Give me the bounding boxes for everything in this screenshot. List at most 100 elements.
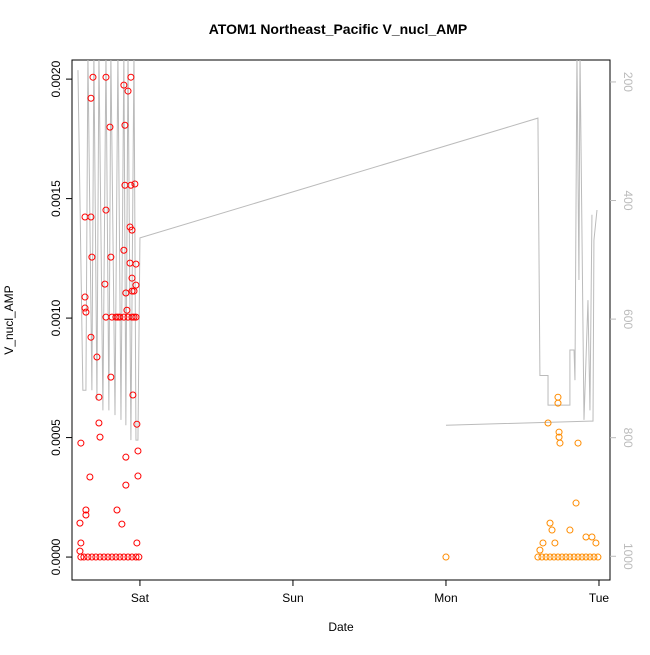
data-point <box>122 453 130 461</box>
data-point <box>592 539 600 547</box>
data-point <box>123 306 131 314</box>
data-point <box>128 553 136 561</box>
data-point <box>108 313 116 321</box>
data-point <box>542 553 550 561</box>
data-point <box>590 553 598 561</box>
data-point <box>87 333 95 341</box>
data-point <box>127 181 135 189</box>
data-point <box>574 553 582 561</box>
pressure-line <box>77 60 598 441</box>
data-point <box>566 526 574 534</box>
data-point <box>89 73 97 81</box>
data-point <box>104 553 112 561</box>
data-point <box>128 274 136 282</box>
data-point <box>134 472 142 480</box>
data-point <box>546 519 554 527</box>
data-point <box>588 533 596 541</box>
data-point <box>107 373 115 381</box>
data-point <box>88 553 96 561</box>
data-point <box>586 553 594 561</box>
data-point <box>546 553 554 561</box>
data-point <box>108 553 116 561</box>
data-point <box>100 553 108 561</box>
data-point <box>555 428 563 436</box>
data-point <box>131 180 139 188</box>
y-axis-label: V_nucl_AMP <box>2 285 16 354</box>
data-point <box>76 547 84 555</box>
data-point <box>554 399 562 407</box>
y-tick-label: 0.0020 <box>49 60 63 97</box>
data-point <box>594 553 602 561</box>
data-point <box>121 121 129 129</box>
data-point <box>534 553 542 561</box>
y-tick-label: 0.0010 <box>49 299 63 336</box>
data-point <box>81 304 89 312</box>
data-point <box>554 393 562 401</box>
data-point <box>574 439 582 447</box>
data-point <box>127 73 135 81</box>
data-point <box>124 87 132 95</box>
data-point <box>92 553 100 561</box>
y2-tick-label: 400 <box>621 191 635 211</box>
data-point <box>95 393 103 401</box>
data-point <box>578 553 586 561</box>
data-point <box>562 553 570 561</box>
data-point <box>95 419 103 427</box>
data-point <box>101 280 109 288</box>
y-tick-label: 0.0000 <box>49 538 63 575</box>
data-point <box>539 539 547 547</box>
data-point <box>582 553 590 561</box>
data-point <box>558 553 566 561</box>
data-point <box>120 81 128 89</box>
data-point <box>548 526 556 534</box>
x-axis-label: Date <box>328 620 354 634</box>
y2-tick-label: 1000 <box>621 543 635 570</box>
data-point <box>134 447 142 455</box>
y-tick-label: 0.0015 <box>49 180 63 217</box>
data-point <box>120 553 128 561</box>
x-tick-label: Sun <box>282 591 303 605</box>
data-point <box>133 420 141 428</box>
data-point <box>129 391 137 399</box>
data-point <box>96 433 104 441</box>
plot-area <box>76 60 602 561</box>
data-point <box>102 206 110 214</box>
data-point <box>442 553 450 561</box>
data-point <box>116 553 124 561</box>
data-point <box>106 123 114 131</box>
data-point <box>112 313 120 321</box>
data-point <box>132 260 140 268</box>
data-point <box>132 313 140 321</box>
data-point <box>544 419 552 427</box>
data-point <box>113 506 121 514</box>
data-point <box>556 439 564 447</box>
data-point <box>86 473 94 481</box>
data-point <box>102 73 110 81</box>
data-point <box>87 213 95 221</box>
data-point <box>128 313 136 321</box>
data-point <box>122 289 130 297</box>
y2-tick-label: 200 <box>621 72 635 92</box>
data-point <box>135 553 143 561</box>
data-point <box>122 481 130 489</box>
data-point <box>133 539 141 547</box>
data-point <box>82 511 90 519</box>
data-point <box>132 553 140 561</box>
data-point <box>128 287 136 295</box>
data-point <box>566 553 574 561</box>
data-point <box>116 313 124 321</box>
data-point <box>120 246 128 254</box>
data-point <box>550 553 558 561</box>
data-point <box>88 253 96 261</box>
y-tick-label: 0.0005 <box>49 419 63 456</box>
plot-box <box>71 59 611 581</box>
data-point <box>570 553 578 561</box>
x-tick-label: Sat <box>131 591 150 605</box>
y2-tick-label: 800 <box>621 428 635 448</box>
data-point <box>77 439 85 447</box>
data-point <box>81 293 89 301</box>
data-point <box>77 539 85 547</box>
data-point <box>93 353 101 361</box>
data-point <box>87 94 95 102</box>
